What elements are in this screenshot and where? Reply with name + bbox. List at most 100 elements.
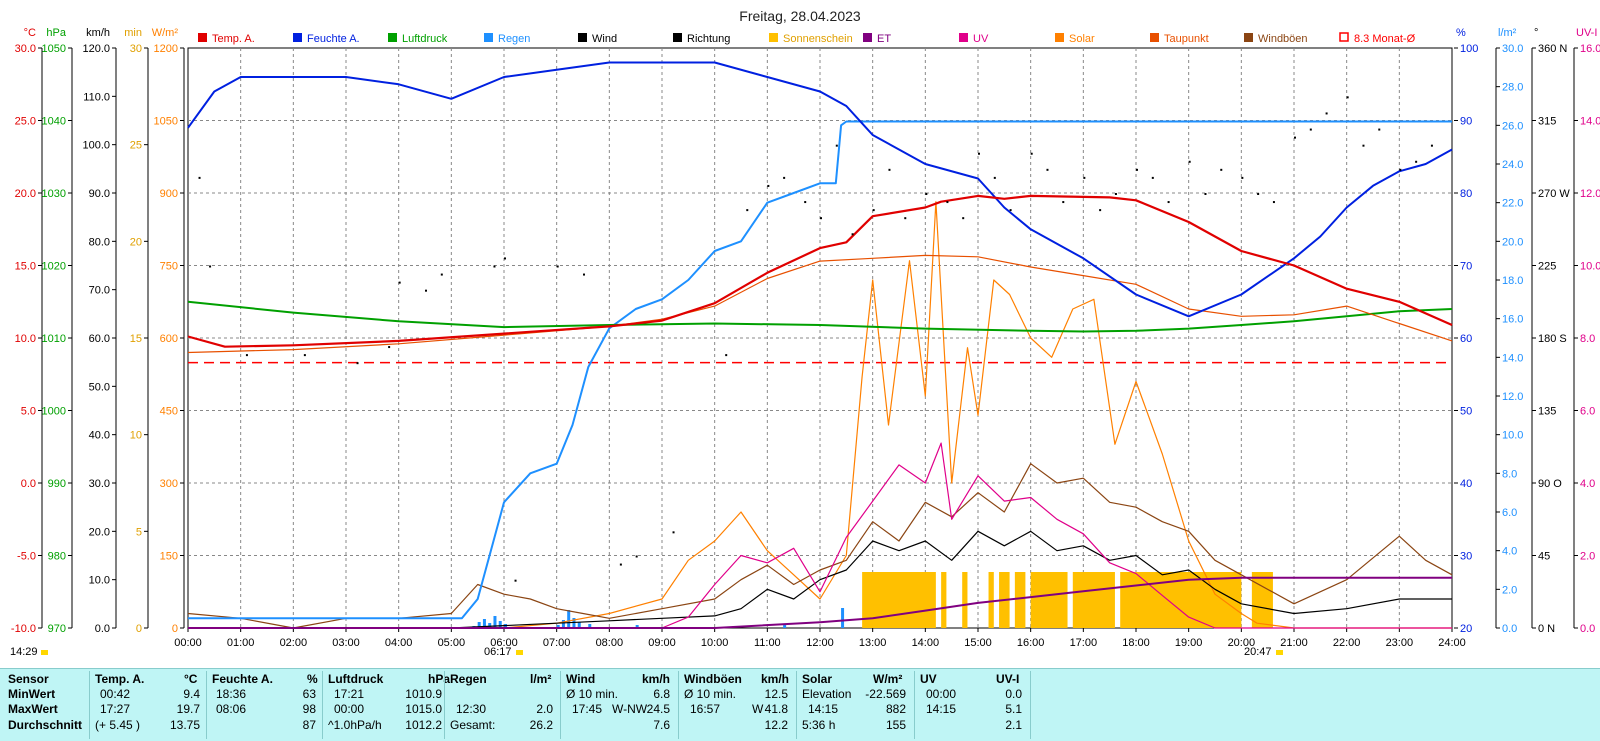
x-tick-label: 01:00 [227,637,255,649]
direction-dot [1167,201,1170,204]
direction-dot [556,265,559,268]
axis-tick-label: 24.0 [1502,159,1523,171]
x-tick-label: 05:00 [438,637,466,649]
uv-max-time: 14:15 [926,702,957,716]
axis-tick-label: 990 [48,478,66,490]
axis-unit-label: UV-I [1576,27,1597,39]
x-tick-label: 17:00 [1070,637,1098,649]
axis-tick-label: 22.0 [1502,198,1523,210]
direction-dot [398,281,401,284]
rain-line [188,120,1452,620]
axis-tick-label: 45 [1538,551,1550,563]
sunshine-bar [1072,572,1115,628]
x-tick-label: 12:00 [806,637,834,649]
sunset-label: 20:47 [1244,646,1272,658]
axis-tick-label: 100.0 [82,140,110,152]
axis-unit-label: % [1456,27,1466,39]
direction-dot [1083,176,1086,179]
uv-header: UV [920,672,937,686]
sunshine-bar [941,572,947,628]
legend-item: Windböen [1244,33,1308,45]
direction-dot [1399,168,1402,171]
x-tick-label: 19:00 [1175,637,1203,649]
direction-dot [1241,176,1244,179]
gusts-avg: 12.2 [764,718,788,732]
axis-tick-label: 6.0 [1580,406,1595,418]
x-tick-label: 09:00 [648,637,676,649]
direction-dot [1030,152,1033,155]
axis-tick-label: 30.0 [15,43,36,55]
legend-item: Sonnenschein [769,33,853,45]
solar-min: -22.569 [865,687,906,701]
wind-header: Wind [566,672,596,686]
temp-max: 19.7 [176,702,200,716]
humidity-header: Feuchte A. [212,672,273,686]
axes: 00:00 01:00 02:00 03:00 04:00 05:00 06:00 07:00… [11,27,1600,649]
axis-unit-label: hPa [46,27,66,39]
legend: Temp. A. Feuchte A. Luftdruck Regen Wind Rich… [198,32,1416,45]
axis-tick-label: 8.0 [1502,468,1517,480]
x-tick-label: 06:00 [490,637,518,649]
direction-dot [1114,193,1117,195]
chart-title: Freitag, 28.04.2023 [739,8,861,24]
legend-label: Richtung [687,33,730,45]
time-marker-left: 14:29 [10,646,38,658]
legend-item: ET [863,33,891,45]
rain-bar [556,625,560,628]
solar-unit: W/m² [873,672,903,686]
axis-tick-label: 150 [160,551,178,563]
pressure-max: 1015.0 [405,702,442,716]
right-axis-2: 360 N 315 270 W 225 180 S 135 90 O 45 0 N ° [1531,27,1570,635]
temp-min-time: 00:42 [100,687,131,701]
direction-dot [1062,201,1065,204]
direction-dot [672,531,675,534]
temp-avg: 13.75 [169,718,200,732]
legend-swatch [293,33,302,42]
x-tick-label: 23:00 [1386,637,1414,649]
pressure-header: Luftdruck [328,672,384,686]
direction-dot [583,273,585,276]
axis-tick-label: 0.0 [1580,623,1595,635]
solar-header: Solar [802,672,833,686]
axis-tick-label: 25 [130,140,142,152]
x-tick-label: 14:00 [912,637,940,649]
direction-dot [245,354,248,357]
legend-item: 8.3 Monat-Ø [1339,32,1416,45]
solar-line [188,201,1452,629]
legend-swatch [484,33,493,42]
x-tick-label: 21:00 [1280,637,1308,649]
direction-dot [1009,209,1012,212]
axis-tick-label: 28.0 [1502,82,1523,94]
sunshine-bar [1030,572,1068,628]
gusts-max-dir: W [752,702,764,716]
direction-dot [1151,176,1154,179]
direction-dot [493,265,496,268]
sunshine-bar [1014,572,1026,628]
x-tick-label: 10:00 [701,637,729,649]
rain-header: Regen [450,672,487,686]
pressure-min-time: 17:21 [334,687,365,701]
wind-max-time: 17:45 [572,702,603,716]
right-axis-0: 100 90 80 70 60 50 40 30 20% [1454,27,1478,635]
direction-dot [888,168,891,171]
direction-dot [209,265,212,268]
axis-tick-label: 20 [130,236,142,248]
direction-dot [872,209,875,212]
plot-area [187,61,1453,629]
axis-tick-label: 225 [1538,261,1556,273]
axis-tick-label: 300 [160,478,178,490]
direction-dot [1046,168,1049,171]
gusts-min-label: Ø 10 min. [684,687,737,701]
axis-tick-label: 135 [1538,406,1556,418]
direction-dot [635,555,638,558]
direction-dot [1378,128,1381,131]
rain-bar [567,610,571,628]
axis-tick-label: 70.0 [89,285,110,297]
direction-dot [1257,193,1260,195]
direction-dot [1272,201,1275,204]
axis-tick-label: 14.0 [1502,352,1523,364]
direction-dot [619,563,622,566]
solar-avg-note: 5:36 h [802,718,836,732]
rain-unit: l/m² [530,672,552,686]
uv-min: 0.0 [1005,687,1022,701]
